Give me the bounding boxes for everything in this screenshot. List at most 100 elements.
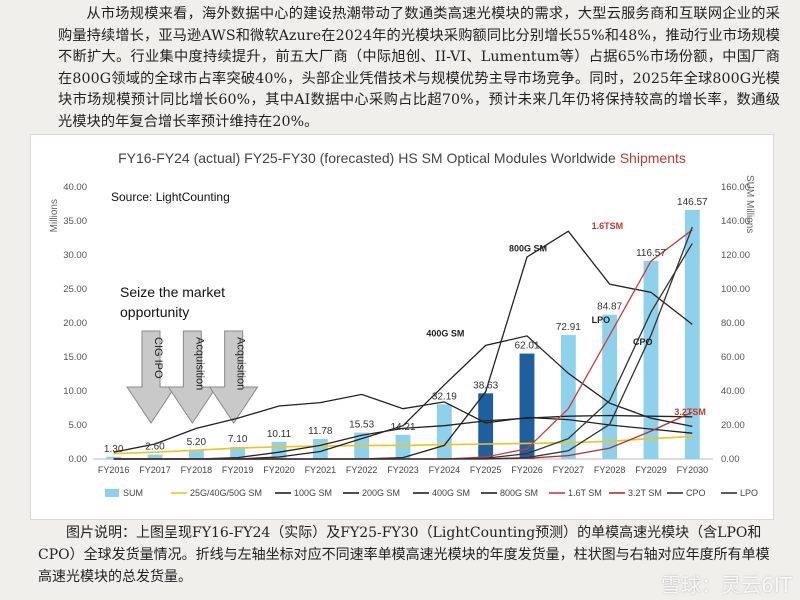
sum-bar <box>643 260 659 459</box>
y-left-tick-label: 0.00 <box>69 454 88 465</box>
y-right-tick-label: 80.00 <box>721 318 745 329</box>
sum-value-label: 5.20 <box>187 437 207 448</box>
sum-bar <box>602 314 618 459</box>
sum-bar <box>312 438 328 459</box>
series-label-LPO: LPO <box>592 315 611 325</box>
sum-bar <box>519 353 535 459</box>
y-right-tick-label: 100.00 <box>721 284 750 295</box>
sum-value-label: 14.21 <box>390 422 415 433</box>
legend-label: 400G SM <box>432 488 470 498</box>
x-tick-label: FY2016 <box>98 465 130 475</box>
series-label-CPO: CPO <box>633 337 653 347</box>
sum-value-label: 1.30 <box>104 444 124 455</box>
y-axis-left-label: Millions <box>49 199 60 232</box>
chart-source: Source: LightCounting <box>111 190 230 204</box>
sum-bar <box>395 434 411 459</box>
chart-title: FY16-FY24 (actual) FY25-FY30 (forecasted… <box>118 150 686 166</box>
sum-value-label: 38.63 <box>473 380 498 391</box>
arrow-shape <box>126 330 176 424</box>
y-right-tick-label: 160.00 <box>721 182 750 193</box>
y-right-tick-label: 0.00 <box>721 454 740 465</box>
arrow-shape <box>167 330 218 424</box>
y-left-tick-label: 25.00 <box>63 284 87 295</box>
sum-bar <box>436 404 452 459</box>
x-tick-label: FY2027 <box>553 465 585 475</box>
arrow-label: CIG IPO <box>152 337 164 379</box>
chart-frame: FY16-FY24 (actual) FY25-FY30 (forecasted… <box>30 134 774 520</box>
chart-title-accent: Shipments <box>620 150 686 166</box>
sum-value-label: 146.57 <box>677 197 708 208</box>
series-label-800G: 800G SM <box>509 244 547 254</box>
x-tick-label: FY2020 <box>263 465 295 475</box>
y-axis-right-label: SUM Millions <box>744 175 755 233</box>
x-tick-label: FY2017 <box>139 465 171 475</box>
arrow-shape <box>208 330 259 424</box>
sum-value-label: 72.91 <box>556 322 581 333</box>
y-right-tick-label: 20.00 <box>721 420 745 431</box>
figure-caption: 图片说明：上图呈现FY16-FY24（实际）及FY25-FY30（LightCo… <box>38 525 770 585</box>
annotation-text: opportunity <box>120 304 189 320</box>
y-left-tick-label: 40.00 <box>63 182 87 193</box>
x-tick-label: FY2029 <box>635 465 667 475</box>
legend-label: CPO <box>686 488 706 498</box>
legend-swatch-bar <box>105 489 119 497</box>
y-right-tick-label: 60.00 <box>721 352 745 363</box>
series-line-LPO <box>113 243 693 460</box>
sum-value-label: 32.19 <box>432 391 457 402</box>
x-tick-label: FY2025 <box>470 465 502 475</box>
y-left-tick-label: 30.00 <box>63 250 87 261</box>
article-paragraph: 从市场规模来看，海外数据中心的建设热潮带动了数通类高速光模块的需求，大型云服务商… <box>58 6 780 130</box>
y-right-tick-label: 40.00 <box>721 386 745 397</box>
chart-title-main: FY16-FY24 (actual) FY25-FY30 (forecasted… <box>118 150 620 166</box>
sum-bar <box>147 454 163 459</box>
sum-value-label: 15.53 <box>349 420 374 431</box>
sum-bar <box>106 456 122 459</box>
sum-value-label: 7.10 <box>228 434 248 445</box>
arrow-label: Acquisition <box>235 337 247 390</box>
x-tick-label: FY2030 <box>677 465 709 475</box>
y-left-tick-label: 35.00 <box>63 216 87 227</box>
sum-value-label: 11.78 <box>308 426 333 437</box>
series-line-25G <box>113 435 693 455</box>
legend-label: 25G/40G/50G SM <box>190 488 262 498</box>
sum-bar <box>230 446 246 459</box>
arrow-label: Acquisition <box>193 337 205 390</box>
y-left-tick-label: 20.00 <box>63 318 87 329</box>
shipments-chart: FY16-FY24 (actual) FY25-FY30 (forecasted… <box>49 150 758 498</box>
watermark: 雪球：灵云6IT <box>661 573 792 597</box>
series-label-400G: 400G SM <box>426 329 464 339</box>
series-label-3.2T: 3.2TSM <box>674 407 706 417</box>
legend-label: 800G SM <box>500 488 538 498</box>
sum-bar <box>188 450 204 459</box>
y-left-tick-label: 10.00 <box>63 386 87 397</box>
legend-label: 1.6T SM <box>568 488 602 498</box>
sum-bar <box>560 335 576 459</box>
x-tick-label: FY2024 <box>429 465 461 475</box>
sum-value-label: 62.01 <box>514 341 539 352</box>
y-left-tick-label: 5.00 <box>69 420 88 431</box>
sum-value-label: 116.57 <box>636 248 666 259</box>
y-right-tick-label: 140.00 <box>721 216 750 227</box>
legend-label: SUM <box>123 488 143 498</box>
legend-label: 100G SM <box>294 488 332 498</box>
legend-label: LPO <box>740 488 758 498</box>
series-line-100G <box>113 393 693 453</box>
annotation-text: Seize the market <box>120 284 225 300</box>
sum-value-label: 10.11 <box>267 429 292 440</box>
x-tick-label: FY2023 <box>387 465 419 475</box>
sum-bar <box>684 209 700 459</box>
sum-value-label: 2.60 <box>145 442 165 453</box>
sum-value-label: 84.87 <box>597 302 622 313</box>
x-tick-label: FY2018 <box>181 465 213 475</box>
series-label-1.6T: 1.6TSM <box>592 221 624 231</box>
legend-label: 3.2T SM <box>628 488 662 498</box>
x-tick-label: FY2019 <box>222 465 254 475</box>
y-right-tick-label: 120.00 <box>721 250 750 261</box>
x-tick-label: FY2021 <box>305 465 337 475</box>
sum-bar <box>478 393 494 459</box>
x-tick-label: FY2026 <box>511 465 543 475</box>
x-tick-label: FY2028 <box>594 465 626 475</box>
legend-label: 200G SM <box>362 488 400 498</box>
y-left-tick-label: 15.00 <box>63 352 87 363</box>
x-tick-label: FY2022 <box>346 465 378 475</box>
